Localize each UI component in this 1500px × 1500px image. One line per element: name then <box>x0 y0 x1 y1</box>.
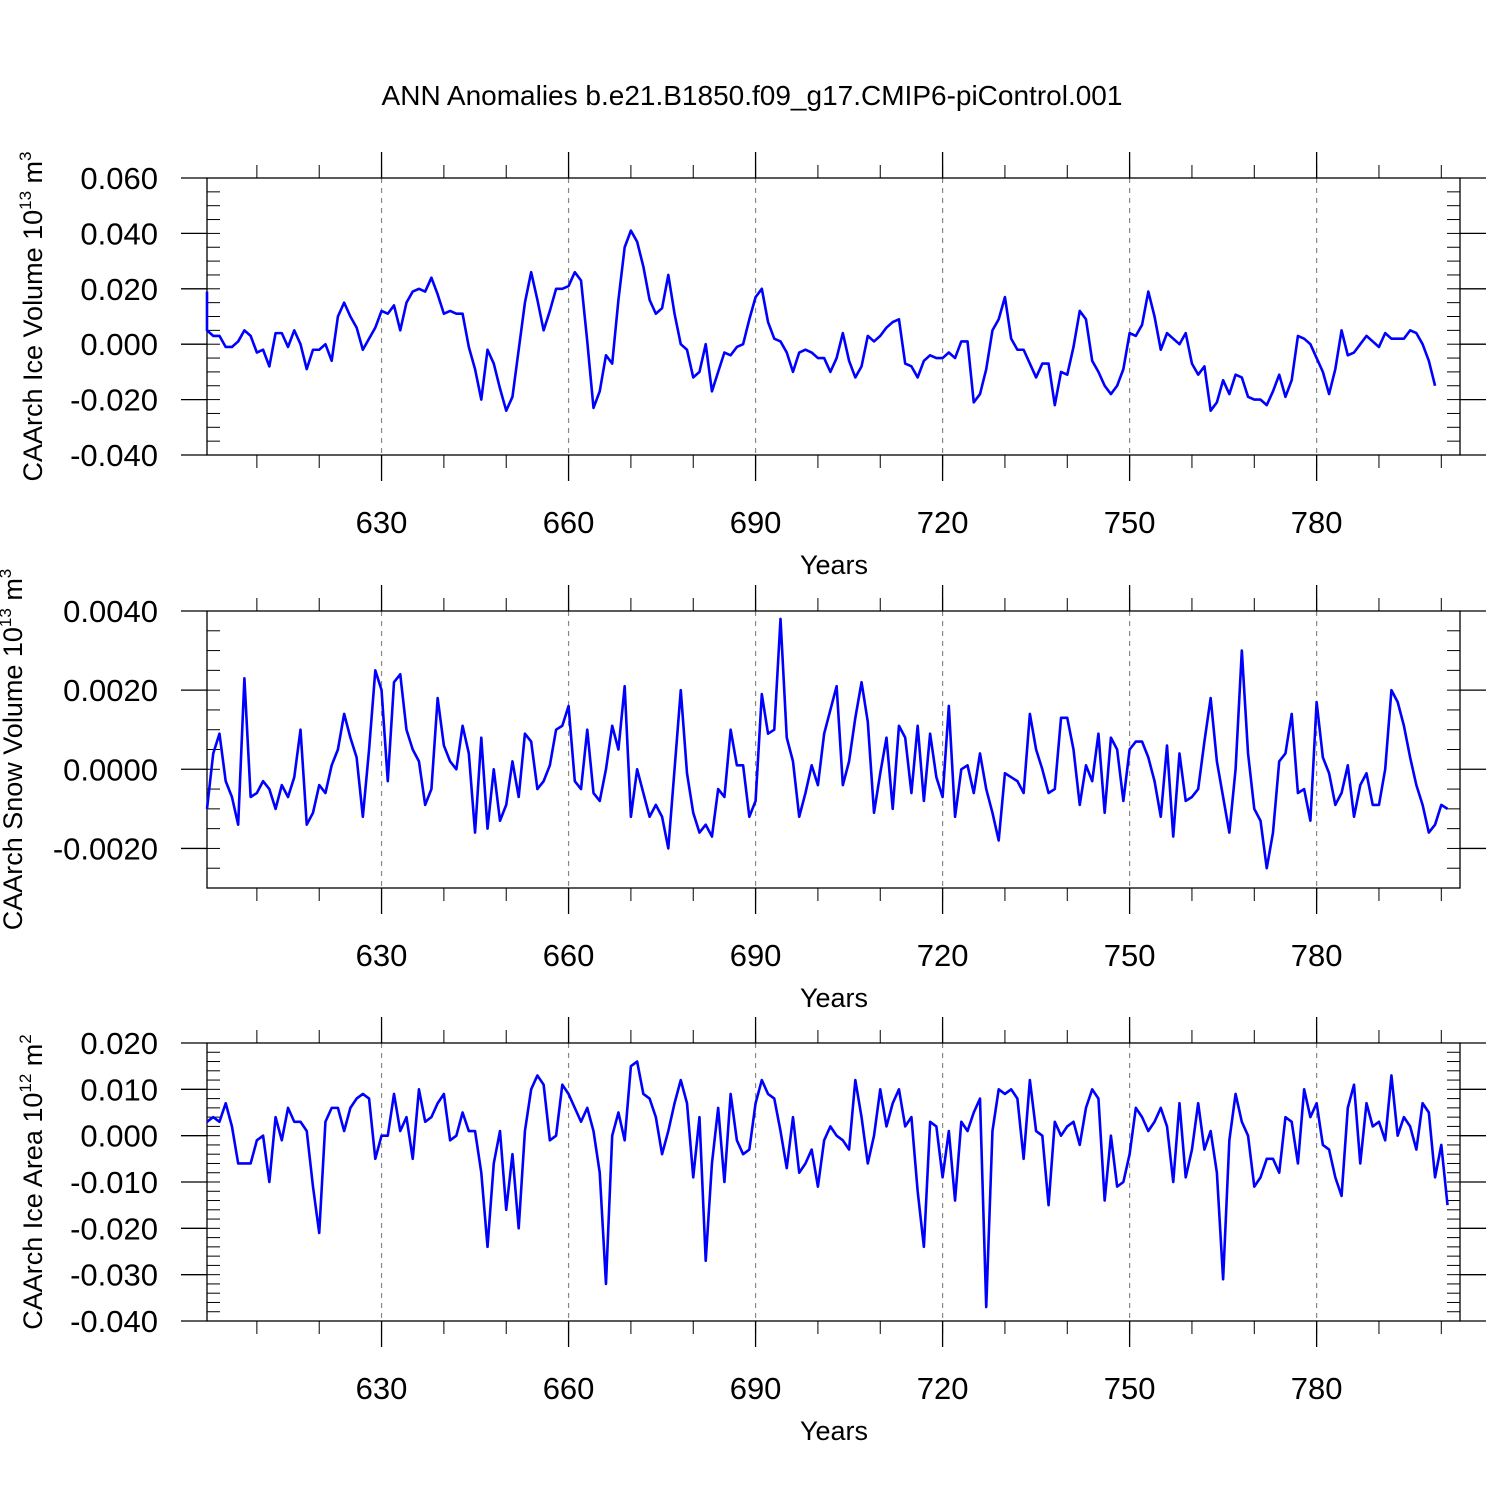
y-tick-label: 0.000 <box>80 1119 158 1154</box>
panel-1: -0.040 -0.020 0.000 0.020 0.040 0.060 630 660 69… <box>16 151 1486 580</box>
y-axis-label-unit: m <box>18 1044 48 1074</box>
x-tick-label: 780 <box>1291 938 1343 973</box>
x-tick-label: 660 <box>543 1371 595 1406</box>
y-axis-label-text: CAArch Ice Area 10 <box>18 1093 48 1330</box>
y-axis-label: CAArch Snow Volume 1013 m3 <box>0 569 28 931</box>
y-axis-label-unit: m <box>18 161 48 191</box>
plot-frame <box>206 177 1461 456</box>
x-tick-label: 720 <box>917 1371 969 1406</box>
x-tick-label: 660 <box>543 938 595 973</box>
y-axis-label-exponent: 13 <box>0 608 15 627</box>
y-tick-label: 0.020 <box>80 1026 158 1061</box>
y-tick-label: 0.020 <box>80 272 158 307</box>
y-axis-label-exponent: 12 <box>16 1074 35 1093</box>
x-tick-label: 690 <box>730 1371 782 1406</box>
y-axis-label-text: CAArch Snow Volume 10 <box>0 627 28 930</box>
panel-2: -0.0020 0.0000 0.0020 0.0040 630 660 690 720 750… <box>0 569 1486 1013</box>
x-axis-label: Years <box>800 1416 868 1446</box>
chart-panels: -0.040 -0.020 0.000 0.020 0.040 0.060 630 660 69… <box>0 151 1486 1446</box>
y-axis-label-unit-exponent: 3 <box>0 569 15 578</box>
series-line <box>206 1060 1449 1309</box>
x-tick-label: 780 <box>1291 505 1343 540</box>
y-tick-label: 0.0000 <box>63 752 158 787</box>
y-tick-label: -0.020 <box>70 1211 158 1246</box>
x-tick-label: 750 <box>1104 1371 1156 1406</box>
series-line <box>205 229 1437 412</box>
y-tick-label: 0.040 <box>80 216 158 251</box>
y-axis-label-unit-exponent: 3 <box>16 151 35 160</box>
y-tick-label: -0.020 <box>70 383 158 418</box>
y-tick-label: -0.040 <box>70 1304 158 1339</box>
chart-title: ANN Anomalies b.e21.B1850.f09_g17.CMIP6-… <box>382 80 1123 111</box>
y-axis-label-unit-exponent: 2 <box>16 1034 35 1043</box>
y-tick-label: -0.0020 <box>53 831 158 866</box>
y-tick-label: 0.000 <box>80 327 158 362</box>
y-tick-label: 0.060 <box>80 161 158 196</box>
x-tick-label: 720 <box>917 938 969 973</box>
x-tick-label: 660 <box>543 505 595 540</box>
series-line <box>205 617 1449 870</box>
x-tick-label: 780 <box>1291 1371 1343 1406</box>
y-tick-label: -0.040 <box>70 438 158 473</box>
plot-frame <box>206 610 1461 889</box>
x-tick-label: 630 <box>356 938 408 973</box>
y-tick-label: 0.010 <box>80 1072 158 1107</box>
y-tick-label: 0.0020 <box>63 673 158 708</box>
x-tick-label: 630 <box>356 505 408 540</box>
plot-frame <box>206 1042 1461 1322</box>
y-axis-label-text: CAArch Ice Volume 10 <box>18 210 48 482</box>
x-tick-label: 630 <box>356 1371 408 1406</box>
y-tick-label: -0.010 <box>70 1165 158 1200</box>
panel-3: -0.040 -0.030 -0.020 -0.010 0.000 0.010 0.020 6… <box>16 1017 1486 1446</box>
y-axis-label: CAArch Ice Volume 1013 m3 <box>16 151 48 481</box>
x-tick-label: 750 <box>1104 505 1156 540</box>
y-axis-label-exponent: 13 <box>16 191 35 210</box>
y-axis-label-unit: m <box>0 578 28 608</box>
x-tick-label: 720 <box>917 505 969 540</box>
y-axis-label: CAArch Ice Area 1012 m2 <box>16 1034 48 1330</box>
x-axis-label: Years <box>800 550 868 580</box>
y-tick-label: -0.030 <box>70 1258 158 1293</box>
y-tick-label: 0.0040 <box>63 594 158 629</box>
x-axis-label: Years <box>800 983 868 1013</box>
x-tick-label: 690 <box>730 938 782 973</box>
x-tick-label: 690 <box>730 505 782 540</box>
x-tick-label: 750 <box>1104 938 1156 973</box>
